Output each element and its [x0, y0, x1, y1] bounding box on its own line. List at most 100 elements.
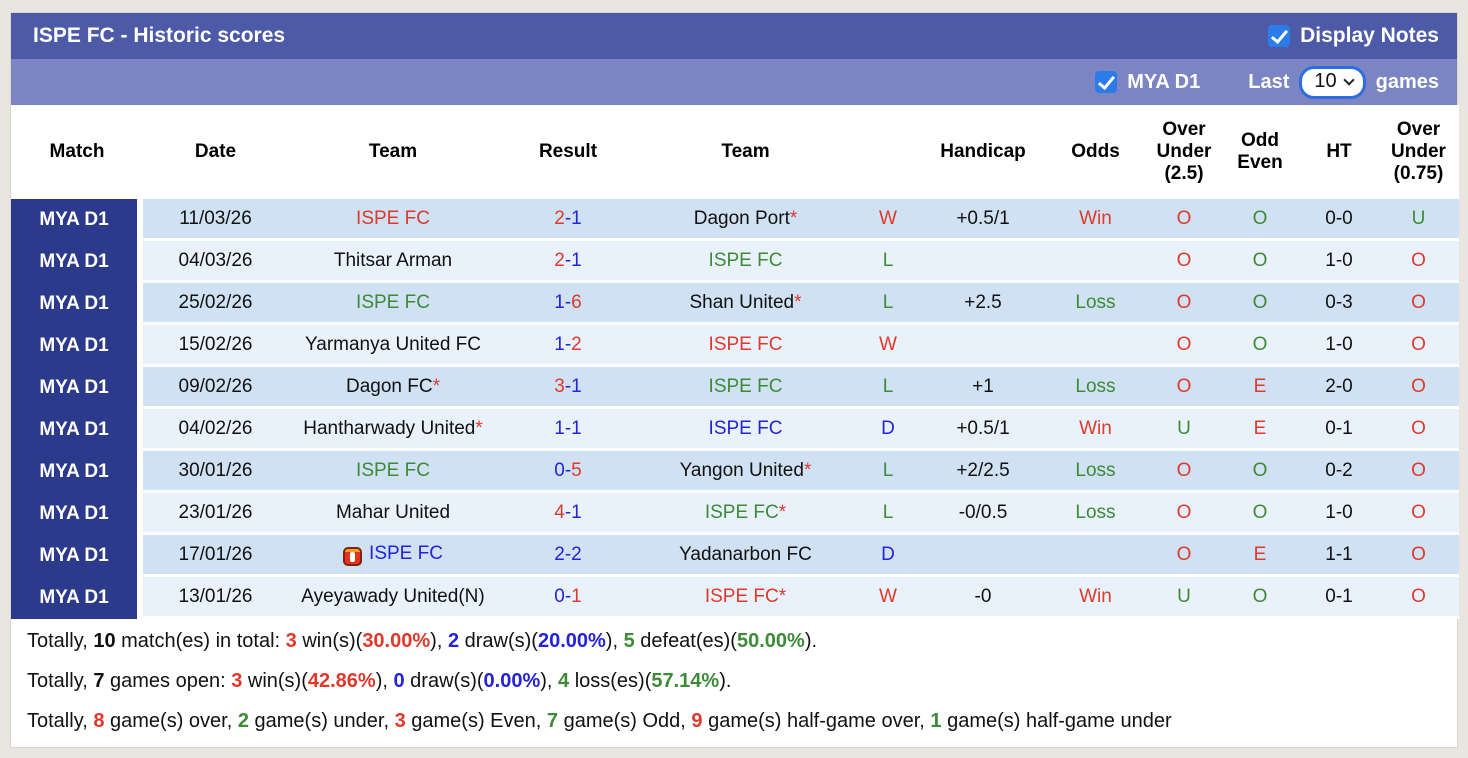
away-team: Dagon Port*: [638, 199, 853, 241]
result-letter: L: [853, 367, 923, 409]
team-asterisk: *: [432, 375, 440, 397]
over-under-2-5: O: [1148, 367, 1220, 409]
over-under-0-75: O: [1378, 451, 1459, 493]
table-row: MYA D1 13/01/26 Ayeyawady United(N)* 0-1…: [11, 577, 1459, 619]
table-row: MYA D1 30/01/26 ISPE FC* 0-5 Yangon Unit…: [11, 451, 1459, 493]
score-dash: -: [564, 543, 572, 565]
away-team-name: ISPE FC: [704, 585, 779, 607]
games-label: games: [1375, 70, 1439, 93]
last-games-selected-value: 10: [1314, 69, 1337, 92]
handicap-odds-result: Loss: [1043, 451, 1148, 493]
handicap-value: [923, 535, 1043, 577]
table-row: MYA D1 04/03/26 Thitsar Arman* 2-1 ISPE …: [11, 241, 1459, 283]
handicap-value: [923, 325, 1043, 367]
score-dash: -: [564, 417, 572, 439]
over-under-2-5: O: [1148, 283, 1220, 325]
handicap-odds-result: Loss: [1043, 283, 1148, 325]
column-header-date: Date: [143, 105, 288, 199]
display-notes-checkbox[interactable]: [1268, 25, 1291, 47]
handicap-odds-result: Win: [1043, 199, 1148, 241]
result-letter: D: [853, 535, 923, 577]
over-under-2-5: U: [1148, 409, 1220, 451]
match-date: 23/01/26: [143, 493, 288, 535]
summary-line: Totally, 10 match(es) in total: 3 win(s)…: [27, 630, 818, 652]
column-header-ht: HT: [1300, 105, 1378, 199]
handicap-value: +2/2.5: [923, 451, 1043, 493]
page-title: ISPE FC - Historic scores: [33, 24, 286, 47]
away-team: ISPE FC*: [638, 409, 853, 451]
league-badge: MYA D1: [11, 409, 143, 451]
handicap-value: -0: [923, 577, 1043, 619]
column-header-wld: [853, 105, 923, 199]
score-dash: -: [564, 333, 572, 355]
away-team-name: ISPE FC: [708, 375, 783, 397]
last-games-select[interactable]: 10: [1299, 65, 1366, 99]
league-badge: MYA D1: [11, 367, 143, 409]
column-header-over-under-0-75: Over Under (0.75): [1378, 105, 1459, 199]
home-team: Thitsar Arman*: [288, 241, 498, 283]
halftime-score: 0-1: [1300, 409, 1378, 451]
column-header-result: Result: [498, 105, 638, 199]
league-badge: MYA D1: [11, 241, 143, 283]
home-team-name: Mahar United: [335, 501, 451, 523]
away-score: 2: [571, 333, 582, 355]
halftime-score: 1-0: [1300, 241, 1378, 283]
table-row: MYA D1 04/02/26 Hantharwady United* 1-1 …: [11, 409, 1459, 451]
table-row: MYA D1 25/02/26 ISPE FC* 1-6 Shan United…: [11, 283, 1459, 325]
over-under-2-5: O: [1148, 493, 1220, 535]
match-date: 04/02/26: [143, 409, 288, 451]
score-dash: -: [564, 375, 572, 397]
over-under-2-5: O: [1148, 325, 1220, 367]
handicap-odds-result: Loss: [1043, 493, 1148, 535]
handicap-value: +1: [923, 367, 1043, 409]
home-team: Dagon FC*: [288, 367, 498, 409]
away-team-name: Yadanarbon FC: [679, 543, 812, 565]
column-header-odd-even: Odd Even: [1220, 105, 1300, 199]
score-dash: -: [564, 291, 572, 313]
home-team-name: ISPE FC: [369, 542, 443, 564]
match-date: 30/01/26: [143, 451, 288, 493]
home-team-name: ISPE FC: [356, 459, 430, 481]
home-team: ISPE FC*: [288, 451, 498, 493]
away-score: 1: [571, 417, 582, 439]
league-badge: MYA D1: [11, 199, 143, 241]
league-badge: MYA D1: [11, 577, 143, 619]
handicap-value: -0/0.5: [923, 493, 1043, 535]
over-under-0-75: O: [1378, 283, 1459, 325]
score-dash: -: [564, 207, 572, 229]
summary-section: Totally, 10 match(es) in total: 3 win(s)…: [11, 619, 1457, 747]
away-score: 1: [571, 501, 582, 523]
score-dash: -: [564, 501, 572, 523]
halftime-score: 0-2: [1300, 451, 1378, 493]
over-under-2-5: O: [1148, 241, 1220, 283]
handicap-odds-result: Win: [1043, 409, 1148, 451]
title-bar: ISPE FC - Historic scores Display Notes: [11, 13, 1457, 59]
home-score: 2: [554, 249, 565, 271]
over-under-0-75: O: [1378, 577, 1459, 619]
result-letter: L: [853, 283, 923, 325]
match-result: 0-5: [498, 451, 638, 493]
over-under-2-5: O: [1148, 535, 1220, 577]
handicap-value: +0.5/1: [923, 199, 1043, 241]
home-team-name: Ayeyawady United(N): [301, 585, 485, 607]
match-date: 25/02/26: [143, 283, 288, 325]
result-letter: W: [853, 325, 923, 367]
table-row: MYA D1 17/01/26 ISPE FC* 2-2 Yadanarbon …: [11, 535, 1459, 577]
red-card-bar: [350, 551, 356, 562]
handicap-odds-result: Win: [1043, 577, 1148, 619]
summary-line: Totally, 8 game(s) over, 2 game(s) under…: [27, 710, 1172, 732]
score-dash: -: [564, 249, 572, 271]
over-under-0-75: O: [1378, 493, 1459, 535]
handicap-odds-result: [1043, 535, 1148, 577]
home-score: 2: [554, 543, 565, 565]
away-score: 1: [571, 375, 582, 397]
match-date: 17/01/26: [143, 535, 288, 577]
over-under-0-75: O: [1378, 241, 1459, 283]
halftime-score: 0-1: [1300, 577, 1378, 619]
match-result: 2-2: [498, 535, 638, 577]
display-notes-label: Display Notes: [1300, 24, 1439, 47]
red-card-icon: [343, 547, 363, 567]
home-score: 1: [554, 291, 565, 313]
league-filter-checkbox[interactable]: [1095, 71, 1118, 93]
home-team: Hantharwady United*: [288, 409, 498, 451]
